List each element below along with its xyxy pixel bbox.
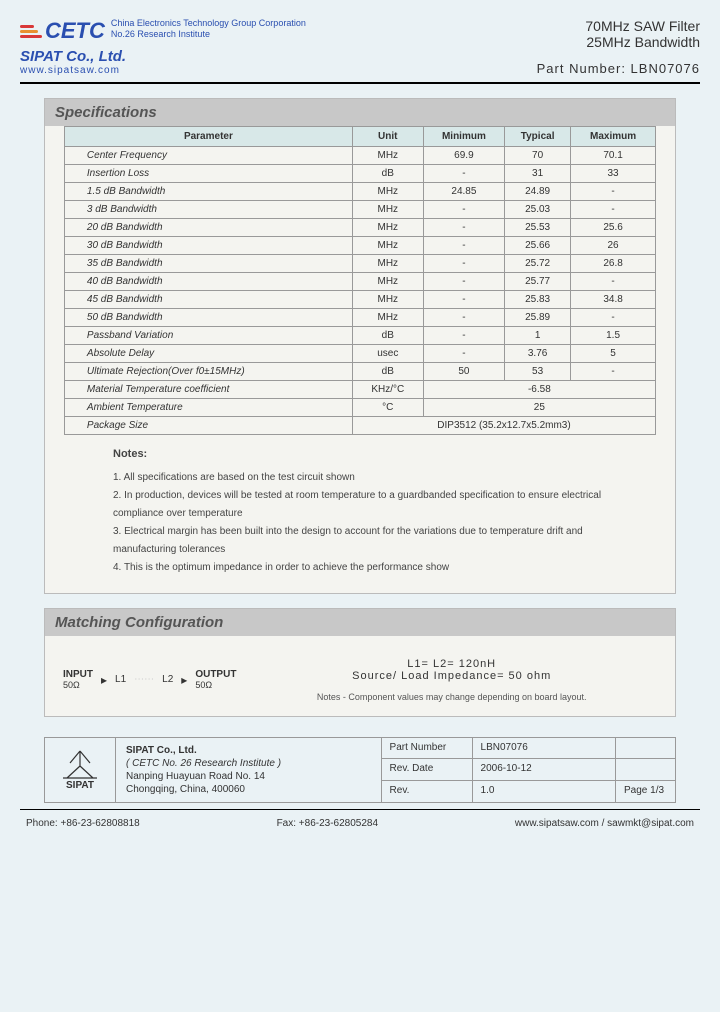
sipat-logo: SIPAT <box>45 738 116 802</box>
spec-row: 40 dB BandwidthMHz-25.77- <box>64 273 655 291</box>
matching-section: Matching Configuration INPUT 50Ω ▸ L1 ⋯⋯… <box>44 608 676 717</box>
footer-addr1: Nanping Huayuan Road No. 14 <box>126 770 371 783</box>
spec-row: Insertion LossdB-3133 <box>64 165 655 183</box>
spec-row: 35 dB BandwidthMHz-25.7226.8 <box>64 255 655 273</box>
spec-col-header: Minimum <box>423 127 505 147</box>
specifications-section: Specifications ParameterUnitMinimumTypic… <box>44 98 676 594</box>
footer-inst: ( CETC No. 26 Research Institute ) <box>126 757 371 770</box>
arrow-icon: ▸ <box>181 673 187 687</box>
spec-row: 20 dB BandwidthMHz-25.5325.6 <box>64 219 655 237</box>
spec-row: Ambient Temperature°C25 <box>64 399 655 417</box>
matching-eq2: Source/ Load Impedance= 50 ohm <box>246 670 657 682</box>
spec-row: Absolute Delayusec-3.765 <box>64 345 655 363</box>
product-line2: 25MHz Bandwidth <box>537 34 700 50</box>
contact-bar: Phone: +86-23-62808818 Fax: +86-23-62805… <box>20 809 700 837</box>
page-header: CETC China Electronics Technology Group … <box>20 18 700 84</box>
spec-col-header: Typical <box>505 127 571 147</box>
company-name: SIPAT Co., Ltd. <box>20 48 306 65</box>
spec-row: 1.5 dB BandwidthMHz24.8524.89- <box>64 183 655 201</box>
footer-company: SIPAT Co., Ltd. <box>126 744 371 757</box>
spec-row: Material Temperature coefficientKHz/°C-6… <box>64 381 655 399</box>
matching-title: Matching Configuration <box>45 609 675 636</box>
part-number: Part Number: LBN07076 <box>537 61 700 76</box>
date-label: Rev. Date <box>382 759 472 781</box>
notes-block: Notes: 1. All specifications are based o… <box>45 435 675 593</box>
note-item: 3. Electrical margin has been built into… <box>113 523 635 559</box>
spec-row: Passband VariationdB-11.5 <box>64 327 655 345</box>
spec-row: 50 dB BandwidthMHz-25.89- <box>64 309 655 327</box>
contact-web: www.sipatsaw.com / sawmkt@sipat.com <box>515 818 694 829</box>
footer-box: SIPAT SIPAT Co., Ltd. ( CETC No. 26 Rese… <box>44 737 676 803</box>
note-item: 4. This is the optimum impedance in orde… <box>113 559 635 577</box>
cetc-logo: CETC <box>20 18 105 44</box>
product-line1: 70MHz SAW Filter <box>537 18 700 34</box>
arrow-icon: ▸ <box>101 673 107 687</box>
svg-text:SIPAT: SIPAT <box>66 780 94 791</box>
contact-phone: Phone: +86-23-62808818 <box>26 818 140 829</box>
spec-row: Package SizeDIP3512 (35.2x12.7x5.2mm3) <box>64 417 655 435</box>
company-url: www.sipatsaw.com <box>20 65 306 76</box>
specs-table: ParameterUnitMinimumTypicalMaximum Cente… <box>64 126 656 435</box>
rev-label: Rev. <box>382 781 472 802</box>
footer-addr2: Chongqing, China, 400060 <box>126 783 371 796</box>
spec-row: 3 dB BandwidthMHz-25.03- <box>64 201 655 219</box>
cetc-name: CETC <box>45 18 105 44</box>
spec-col-header: Unit <box>352 127 423 147</box>
spec-col-header: Parameter <box>64 127 352 147</box>
spec-row: 45 dB BandwidthMHz-25.8334.8 <box>64 291 655 309</box>
rev-value: 1.0 <box>472 781 615 802</box>
matching-diagram: INPUT 50Ω ▸ L1 ⋯⋯ L2 ▸ OUTPUT 50Ω <box>63 669 236 690</box>
specs-title: Specifications <box>45 99 675 126</box>
pn-value: LBN07076 <box>472 738 615 760</box>
spec-row: 30 dB BandwidthMHz-25.6626 <box>64 237 655 255</box>
spec-row: Center FrequencyMHz69.97070.1 <box>64 147 655 165</box>
notes-title: Notes: <box>113 445 635 465</box>
matching-note: Notes - Component values may change depe… <box>246 692 657 702</box>
matching-eq1: L1= L2= 120nH <box>246 658 657 670</box>
cetc-sub2: No.26 Research Institute <box>111 29 306 40</box>
spec-row: Ultimate Rejection(Over f0±15MHz)dB5053- <box>64 363 655 381</box>
note-item: 1. All specifications are based on the t… <box>113 469 635 487</box>
note-item: 2. In production, devices will be tested… <box>113 487 635 523</box>
pn-label: Part Number <box>382 738 472 760</box>
contact-fax: Fax: +86-23-62805284 <box>277 818 378 829</box>
page-label: Page 1/3 <box>615 781 675 802</box>
date-value: 2006-10-12 <box>472 759 615 781</box>
cetc-sub1: China Electronics Technology Group Corpo… <box>111 18 306 29</box>
spec-col-header: Maximum <box>571 127 656 147</box>
